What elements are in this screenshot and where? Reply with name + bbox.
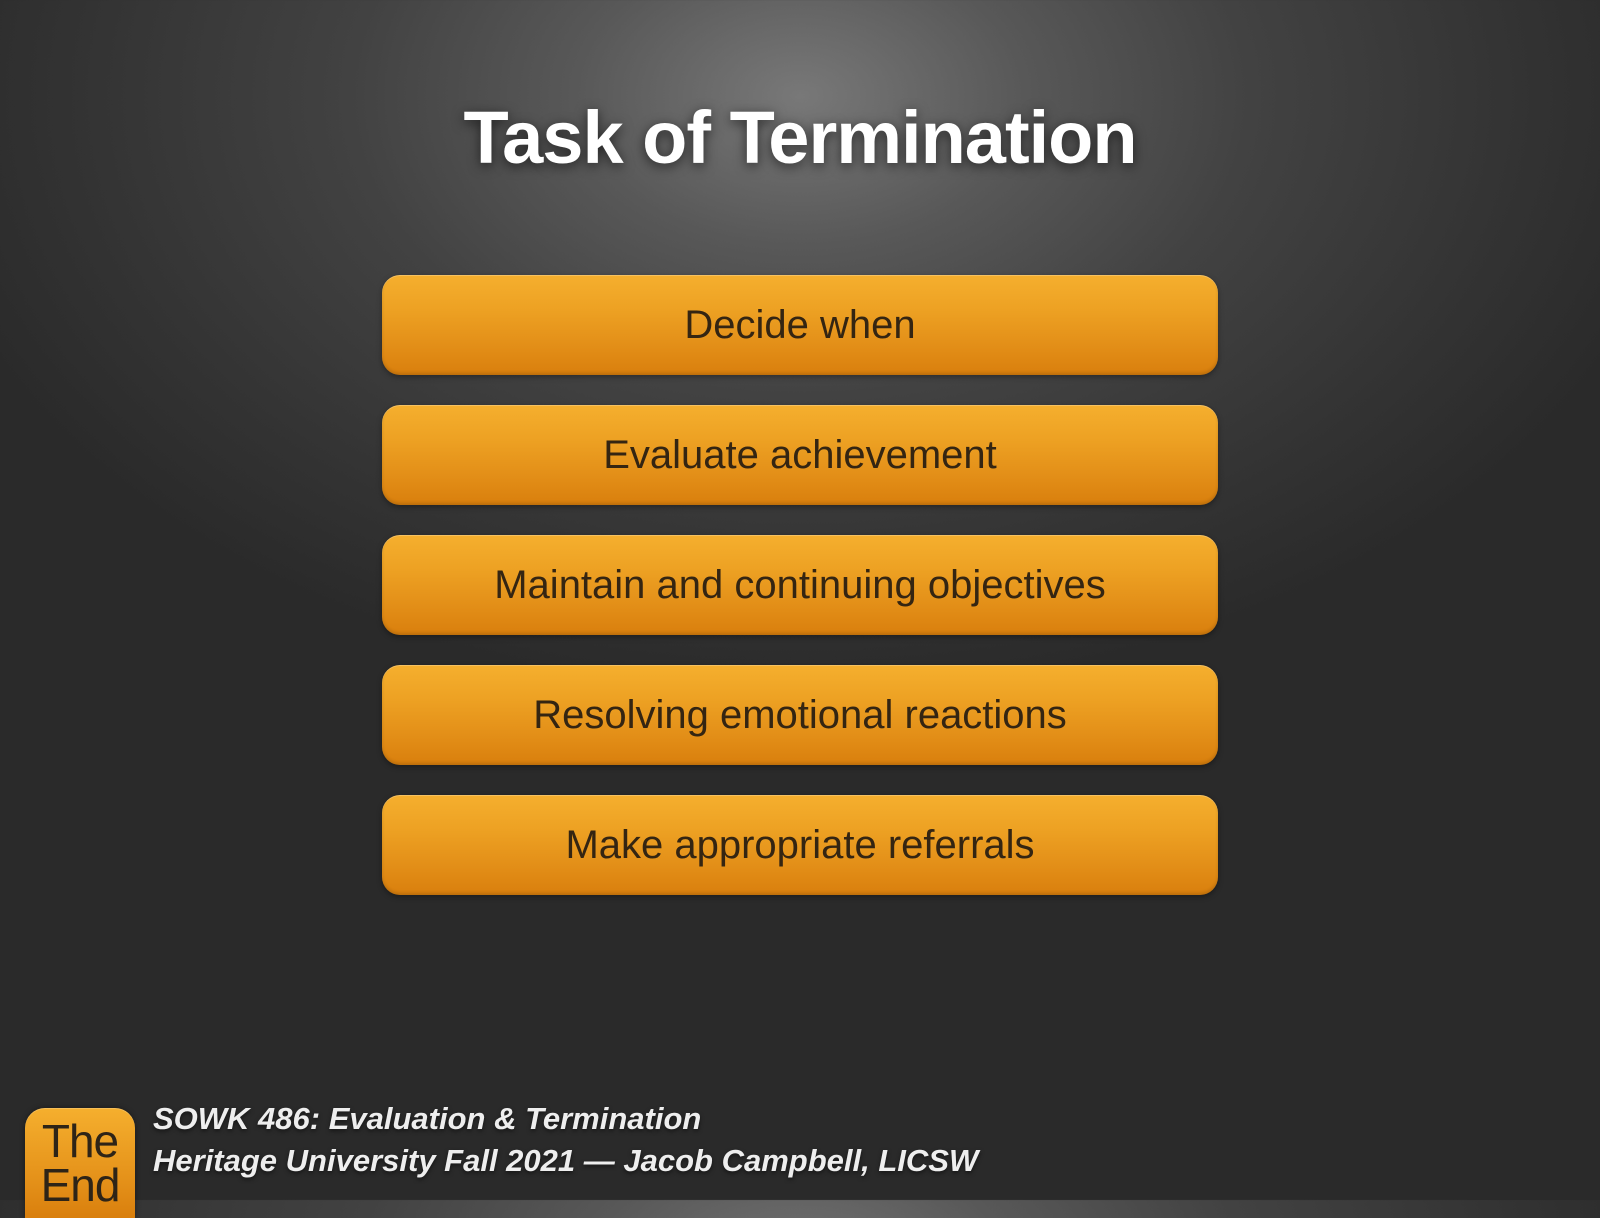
footer-course: SOWK 486: Evaluation & Termination — [153, 1098, 978, 1140]
pill-item: Maintain and continuing objectives — [382, 535, 1218, 635]
pill-item: Make appropriate referrals — [382, 795, 1218, 895]
badge-line1: The — [42, 1118, 118, 1164]
footer-attribution: Heritage University Fall 2021 — Jacob Ca… — [153, 1140, 978, 1182]
pill-item: Decide when — [382, 275, 1218, 375]
footer-text: SOWK 486: Evaluation & Termination Herit… — [153, 1098, 978, 1200]
pill-item: Resolving emotional reactions — [382, 665, 1218, 765]
slide-footer: The End SOWK 486: Evaluation & Terminati… — [0, 1098, 978, 1200]
badge-the-end: The End — [25, 1108, 135, 1218]
slide-title: Task of Termination — [0, 0, 1600, 180]
pill-container: Decide when Evaluate achievement Maintai… — [0, 275, 1600, 895]
pill-item: Evaluate achievement — [382, 405, 1218, 505]
badge-line2: End — [41, 1162, 120, 1208]
